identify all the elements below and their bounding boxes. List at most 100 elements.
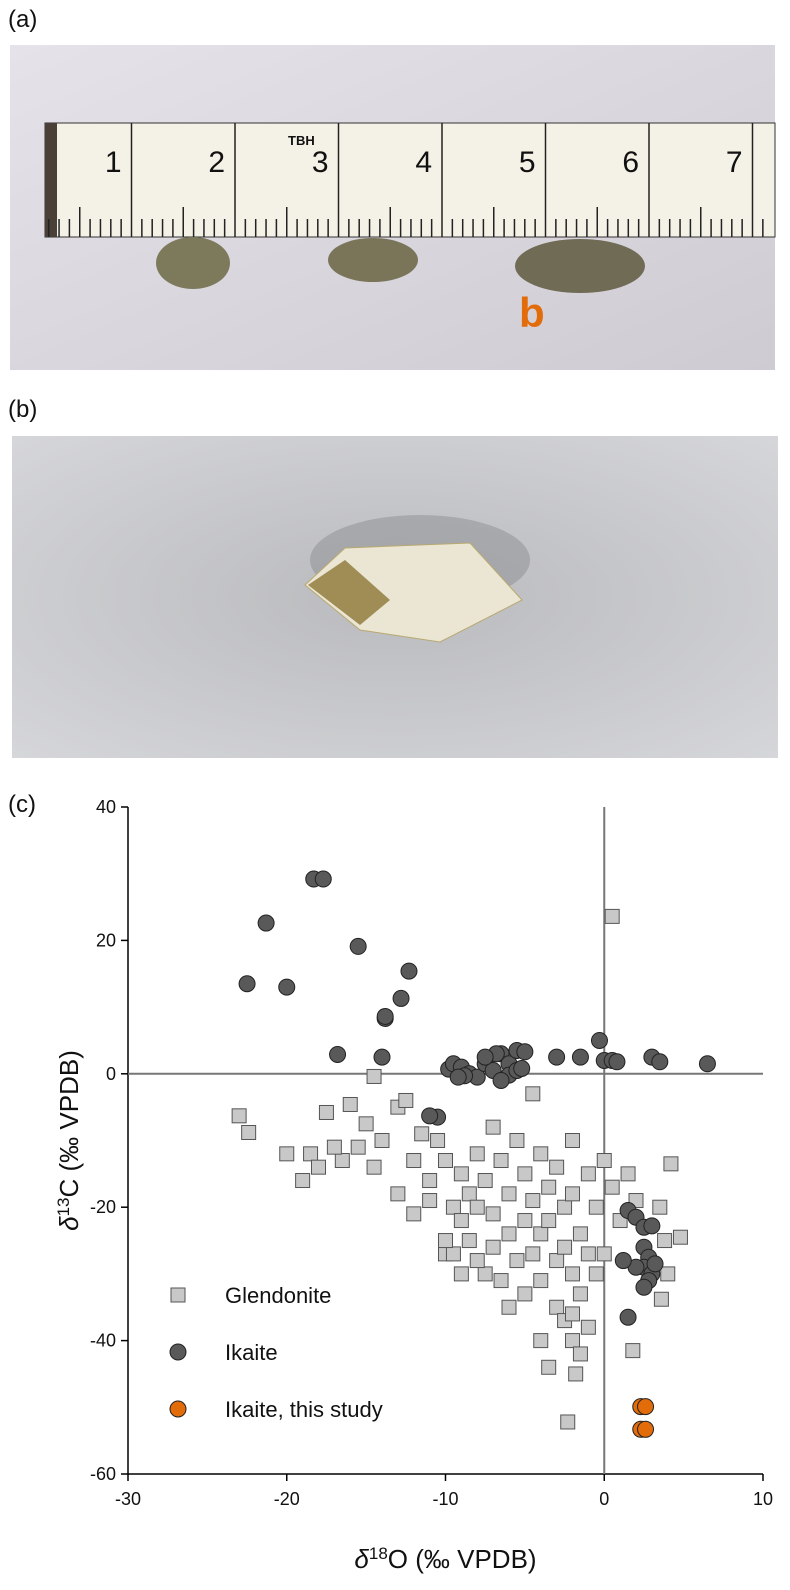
point: [698, 1055, 716, 1073]
point: [414, 1126, 430, 1142]
point: [541, 1359, 557, 1375]
point: [334, 1153, 350, 1169]
point: [376, 1007, 394, 1025]
point: [604, 908, 620, 924]
crystal: [156, 237, 230, 289]
ruler-number: 3: [312, 146, 329, 179]
axis-label-text: C (‰ VPDB): [54, 1050, 84, 1197]
point: [580, 1246, 596, 1262]
point: [406, 1206, 422, 1222]
point: [572, 1286, 588, 1302]
point: [438, 1153, 453, 1169]
point: [350, 1139, 366, 1155]
ruler: [44, 122, 776, 238]
point: [390, 1186, 406, 1202]
point: [565, 1306, 580, 1322]
legend-marker: [169, 1343, 187, 1361]
point: [608, 1053, 626, 1071]
point: [231, 1108, 247, 1124]
point: [493, 1153, 509, 1169]
point: [643, 1217, 661, 1235]
crystal-interior: [308, 560, 390, 625]
point: [406, 1153, 422, 1169]
ruler-brand: TBH: [288, 133, 315, 148]
point: [614, 1252, 632, 1270]
point: [326, 1139, 342, 1155]
point: [557, 1199, 573, 1215]
point: [374, 1133, 390, 1148]
point: [476, 1048, 494, 1066]
point: [560, 1414, 576, 1430]
point: [445, 1199, 461, 1215]
point: [572, 1226, 588, 1242]
point: [477, 1173, 493, 1189]
point: [453, 1213, 469, 1229]
point: [485, 1239, 501, 1255]
point: [492, 1071, 510, 1089]
x-tick-label: -30: [115, 1489, 141, 1509]
panel-label: (a): [8, 6, 37, 33]
ruler-ticks: 1 2 3 4 5 6 7: [47, 123, 764, 237]
point: [653, 1291, 669, 1307]
point: [590, 1031, 608, 1049]
point: [485, 1206, 501, 1222]
ruler-number: 4: [415, 146, 432, 179]
point: [449, 1068, 467, 1086]
point: [513, 1059, 531, 1077]
y-tick-label: -20: [90, 1197, 116, 1217]
point: [549, 1299, 565, 1315]
point: [548, 1048, 566, 1066]
point: [257, 914, 275, 932]
point: [373, 1048, 391, 1066]
point: [295, 1173, 311, 1189]
point: [672, 1229, 688, 1245]
point: [318, 1104, 334, 1120]
ruler-number: 1: [105, 146, 122, 179]
point: [525, 1246, 541, 1262]
point: [619, 1308, 637, 1326]
point: [469, 1199, 485, 1215]
point: [557, 1239, 573, 1255]
point: [241, 1124, 257, 1140]
point: [469, 1146, 485, 1162]
point: [453, 1166, 469, 1182]
point: [565, 1333, 580, 1349]
point: [588, 1266, 604, 1282]
point: [651, 1053, 669, 1071]
crystal: [515, 239, 645, 293]
point: [516, 1043, 534, 1061]
point: [398, 1092, 414, 1108]
point: [549, 1253, 565, 1269]
legend-label: Ikaite, this study: [225, 1397, 383, 1422]
point: [314, 870, 332, 888]
axis-label-symbol: δ: [354, 1544, 369, 1574]
point: [580, 1319, 596, 1335]
point: [596, 1153, 612, 1169]
point: [509, 1253, 525, 1269]
point: [663, 1156, 679, 1172]
crystal-marker: b: [519, 289, 545, 336]
x-tick-label: -10: [432, 1489, 458, 1509]
point: [652, 1199, 668, 1215]
legend-marker: [169, 1400, 187, 1418]
point: [635, 1278, 653, 1296]
point: [400, 962, 418, 980]
ruler-number: 5: [519, 146, 536, 179]
point: [549, 1159, 565, 1175]
point: [565, 1133, 580, 1148]
point: [637, 1398, 655, 1416]
point: [422, 1193, 438, 1209]
ruler-number: 6: [622, 146, 639, 179]
point: [445, 1246, 461, 1262]
point: [438, 1233, 453, 1249]
point: [453, 1266, 469, 1282]
point: [461, 1186, 477, 1202]
point: [646, 1255, 664, 1273]
point: [501, 1226, 517, 1242]
point: [620, 1166, 636, 1182]
point: [358, 1116, 374, 1132]
point: [604, 1179, 620, 1195]
axis-label-sup: 13: [54, 1197, 73, 1216]
